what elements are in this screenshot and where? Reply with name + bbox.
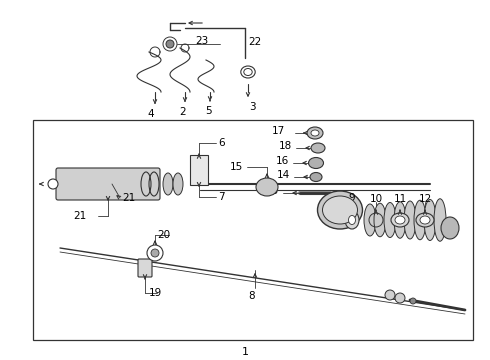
Ellipse shape	[309, 158, 323, 168]
Text: 21: 21	[122, 193, 135, 203]
Text: 6: 6	[218, 138, 224, 148]
Text: 19: 19	[149, 288, 162, 298]
Bar	[33, 120, 473, 340]
Ellipse shape	[348, 216, 356, 225]
Ellipse shape	[163, 173, 173, 195]
Circle shape	[385, 290, 395, 300]
Circle shape	[151, 249, 159, 257]
Ellipse shape	[311, 143, 325, 153]
Circle shape	[410, 298, 416, 304]
Ellipse shape	[310, 172, 322, 181]
Text: 21: 21	[73, 211, 86, 221]
Ellipse shape	[364, 204, 376, 236]
Ellipse shape	[424, 199, 436, 240]
Ellipse shape	[441, 217, 459, 239]
Text: 2: 2	[180, 107, 186, 117]
Text: 9: 9	[349, 193, 355, 203]
Text: 14: 14	[277, 170, 290, 180]
Text: 7: 7	[218, 192, 224, 202]
Ellipse shape	[318, 191, 363, 229]
Text: 13: 13	[266, 186, 279, 196]
Ellipse shape	[374, 203, 386, 237]
Text: 16: 16	[276, 156, 289, 166]
Ellipse shape	[394, 202, 406, 238]
Text: 20: 20	[157, 230, 170, 240]
Ellipse shape	[391, 213, 409, 227]
Ellipse shape	[345, 211, 359, 229]
Text: 5: 5	[205, 106, 211, 116]
Text: 3: 3	[249, 102, 255, 112]
Circle shape	[147, 245, 163, 261]
Ellipse shape	[434, 199, 446, 241]
Text: 22: 22	[248, 37, 261, 47]
FancyBboxPatch shape	[56, 168, 160, 200]
Circle shape	[48, 179, 58, 189]
Text: 17: 17	[272, 126, 285, 136]
Circle shape	[395, 293, 405, 303]
Ellipse shape	[256, 178, 278, 196]
Ellipse shape	[384, 202, 396, 238]
Ellipse shape	[173, 173, 183, 195]
Text: 8: 8	[249, 291, 255, 301]
Text: 10: 10	[369, 194, 383, 204]
Ellipse shape	[414, 200, 426, 240]
Text: 18: 18	[279, 141, 292, 151]
Ellipse shape	[322, 196, 358, 224]
Text: 15: 15	[230, 162, 243, 172]
Ellipse shape	[311, 130, 319, 136]
Ellipse shape	[404, 201, 416, 239]
Ellipse shape	[307, 127, 323, 139]
Ellipse shape	[416, 213, 434, 227]
Ellipse shape	[395, 216, 405, 224]
Circle shape	[166, 40, 174, 48]
Text: 23: 23	[195, 36, 208, 46]
FancyBboxPatch shape	[138, 259, 152, 277]
Text: 4: 4	[147, 109, 154, 119]
Ellipse shape	[420, 216, 430, 224]
Text: 11: 11	[393, 194, 407, 204]
Text: 1: 1	[242, 347, 248, 357]
Bar	[190, 155, 208, 185]
Text: 12: 12	[418, 194, 432, 204]
